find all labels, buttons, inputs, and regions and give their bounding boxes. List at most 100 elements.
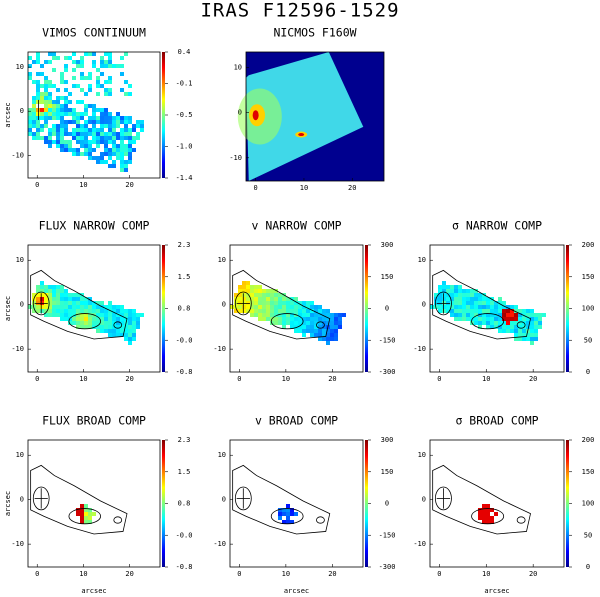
map-pixel: [330, 337, 334, 341]
map-pixel: [454, 289, 458, 293]
map-pixel: [64, 317, 68, 321]
map-pixel: [88, 301, 92, 305]
map-pixel: [282, 309, 286, 313]
map-pixel: [342, 313, 346, 317]
map-pixel: [326, 337, 330, 341]
map-pixel: [44, 285, 48, 289]
map-pixel: [534, 337, 538, 341]
map-pixel: [530, 313, 534, 317]
map-pixel: [100, 132, 104, 136]
map-pixel: [314, 329, 318, 333]
map-pixel: [104, 140, 108, 144]
map-pixel: [96, 108, 100, 112]
map-pixel: [28, 124, 32, 128]
map-pixel: [96, 132, 100, 136]
map-pixel: [120, 329, 124, 333]
contour: [32, 486, 50, 511]
map-pixel: [108, 56, 112, 60]
x-tick-label: 10: [482, 570, 490, 578]
map-pixel: [72, 128, 76, 132]
map-pixel: [88, 144, 92, 148]
map-pixel: [120, 321, 124, 325]
map-pixel: [84, 508, 88, 512]
map-pixel: [32, 116, 36, 120]
map-pixel: [526, 325, 530, 329]
map-pixel: [470, 313, 474, 317]
map-pixel: [52, 289, 56, 293]
map-pixel: [518, 329, 522, 333]
map-pixel: [44, 104, 48, 108]
map-pixel: [318, 317, 322, 321]
map-pixel: [116, 120, 120, 124]
map-pixel: [140, 124, 144, 128]
map-pixel: [120, 72, 124, 76]
y-axis-label: arcsec: [4, 102, 12, 127]
map-pixel: [290, 297, 294, 301]
map-pixel: [318, 305, 322, 309]
map-pixel: [68, 301, 72, 305]
map-pixel: [28, 56, 32, 60]
map-pixel: [68, 144, 72, 148]
map-pixel: [92, 301, 96, 305]
map-pixel: [88, 116, 92, 120]
map-pixel: [306, 325, 310, 329]
map-pixel: [72, 108, 76, 112]
map-pixel: [100, 325, 104, 329]
map-pixel: [486, 305, 490, 309]
map-pixel: [246, 297, 250, 301]
map-pixel: [112, 64, 116, 68]
panel: FLUX NARROW COMP 0 10 20 10 0 -10 arcsec 2.3 1.5 0…: [4, 219, 192, 384]
map-pixel: [72, 317, 76, 321]
y-tick-label: 10: [16, 256, 24, 264]
map-pixel: [60, 120, 64, 124]
contour: [113, 516, 123, 524]
map-pixel: [120, 164, 124, 168]
colorbar-tick-label: 0: [586, 563, 590, 571]
map-pixel: [274, 297, 278, 301]
map-pixel: [112, 132, 116, 136]
map-pixel: [52, 305, 56, 309]
map-pixel: [96, 76, 100, 80]
map-pixel: [534, 321, 538, 325]
map-pixel: [80, 504, 84, 508]
map-pixel: [486, 508, 490, 512]
map-pixel: [278, 508, 282, 512]
map-pixel: [72, 293, 76, 297]
map-pixel: [120, 309, 124, 313]
map-pixel: [108, 317, 112, 321]
map-pixel: [72, 297, 76, 301]
x-tick-label: 20: [529, 375, 537, 383]
x-tick-label: 0: [437, 570, 441, 578]
map-pixel: [80, 325, 84, 329]
map-pixel: [294, 321, 298, 325]
map-pixel: [44, 293, 48, 297]
map-pixel: [44, 112, 48, 116]
map-pixel: [526, 309, 530, 313]
map-pixel: [128, 341, 132, 345]
panel-title: FLUX BROAD COMP: [42, 414, 146, 428]
map-pixel: [124, 116, 128, 120]
map-pixel: [84, 52, 88, 56]
map-pixel: [338, 317, 342, 321]
map-pixel: [290, 520, 294, 524]
map-pixel: [474, 301, 478, 305]
map-pixel: [88, 128, 92, 132]
map-pixel: [470, 309, 474, 313]
map-pixel: [112, 116, 116, 120]
map-pixel: [466, 309, 470, 313]
map-pixel: [36, 52, 40, 56]
map-pixel: [498, 297, 502, 301]
map-pixel: [88, 317, 92, 321]
colorbar-tick-label: -300: [379, 563, 396, 571]
map-pixel: [534, 313, 538, 317]
map-pixel: [80, 313, 84, 317]
map-pixel: [538, 313, 542, 317]
map-pixel: [494, 512, 498, 516]
map-pixel: [92, 124, 96, 128]
map-pixel: [314, 309, 318, 313]
map-pixel: [108, 152, 112, 156]
map-pixel: [454, 317, 458, 321]
map-pixel: [112, 144, 116, 148]
map-pixel: [318, 337, 322, 341]
map-pixel: [286, 516, 290, 520]
